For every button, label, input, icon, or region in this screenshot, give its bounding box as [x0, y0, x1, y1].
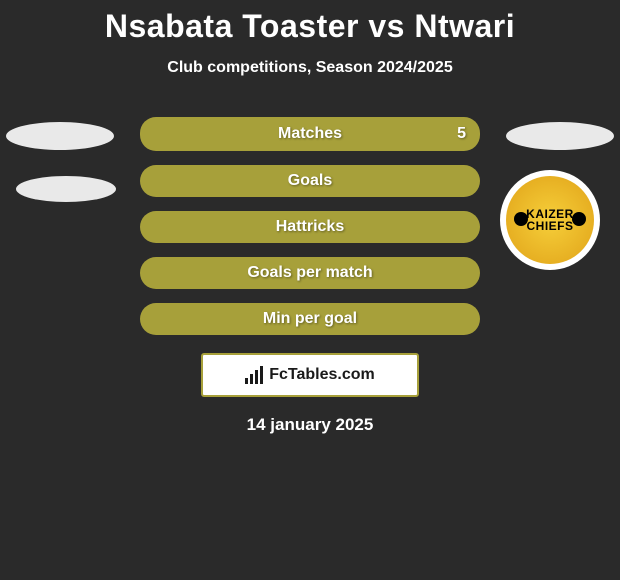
bar-chart-icon	[245, 366, 263, 384]
footer-date: 14 january 2025	[0, 415, 620, 435]
stat-label: Min per goal	[263, 310, 357, 328]
stat-row-gpm: Goals per match	[140, 257, 480, 289]
page-subtitle: Club competitions, Season 2024/2025	[0, 59, 620, 77]
infographic-root: Nsabata Toaster vs Ntwari Club competiti…	[0, 0, 620, 435]
stat-label: Hattricks	[276, 218, 344, 236]
stat-row-goals: Goals	[140, 165, 480, 197]
stat-label: Goals per match	[247, 264, 372, 282]
page-title: Nsabata Toaster vs Ntwari	[0, 0, 620, 45]
branding-text: FcTables.com	[269, 366, 375, 384]
stat-row-matches: Matches 5	[140, 117, 480, 151]
stat-label: Goals	[288, 172, 332, 190]
branding-box[interactable]: FcTables.com	[201, 353, 419, 397]
stat-label: Matches	[278, 125, 342, 143]
stat-row-hattricks: Hattricks	[140, 211, 480, 243]
stats-area: Matches 5 Goals Hattricks Goals per matc…	[0, 117, 620, 435]
stat-row-mpg: Min per goal	[140, 303, 480, 335]
stat-value-right: 5	[457, 125, 466, 143]
